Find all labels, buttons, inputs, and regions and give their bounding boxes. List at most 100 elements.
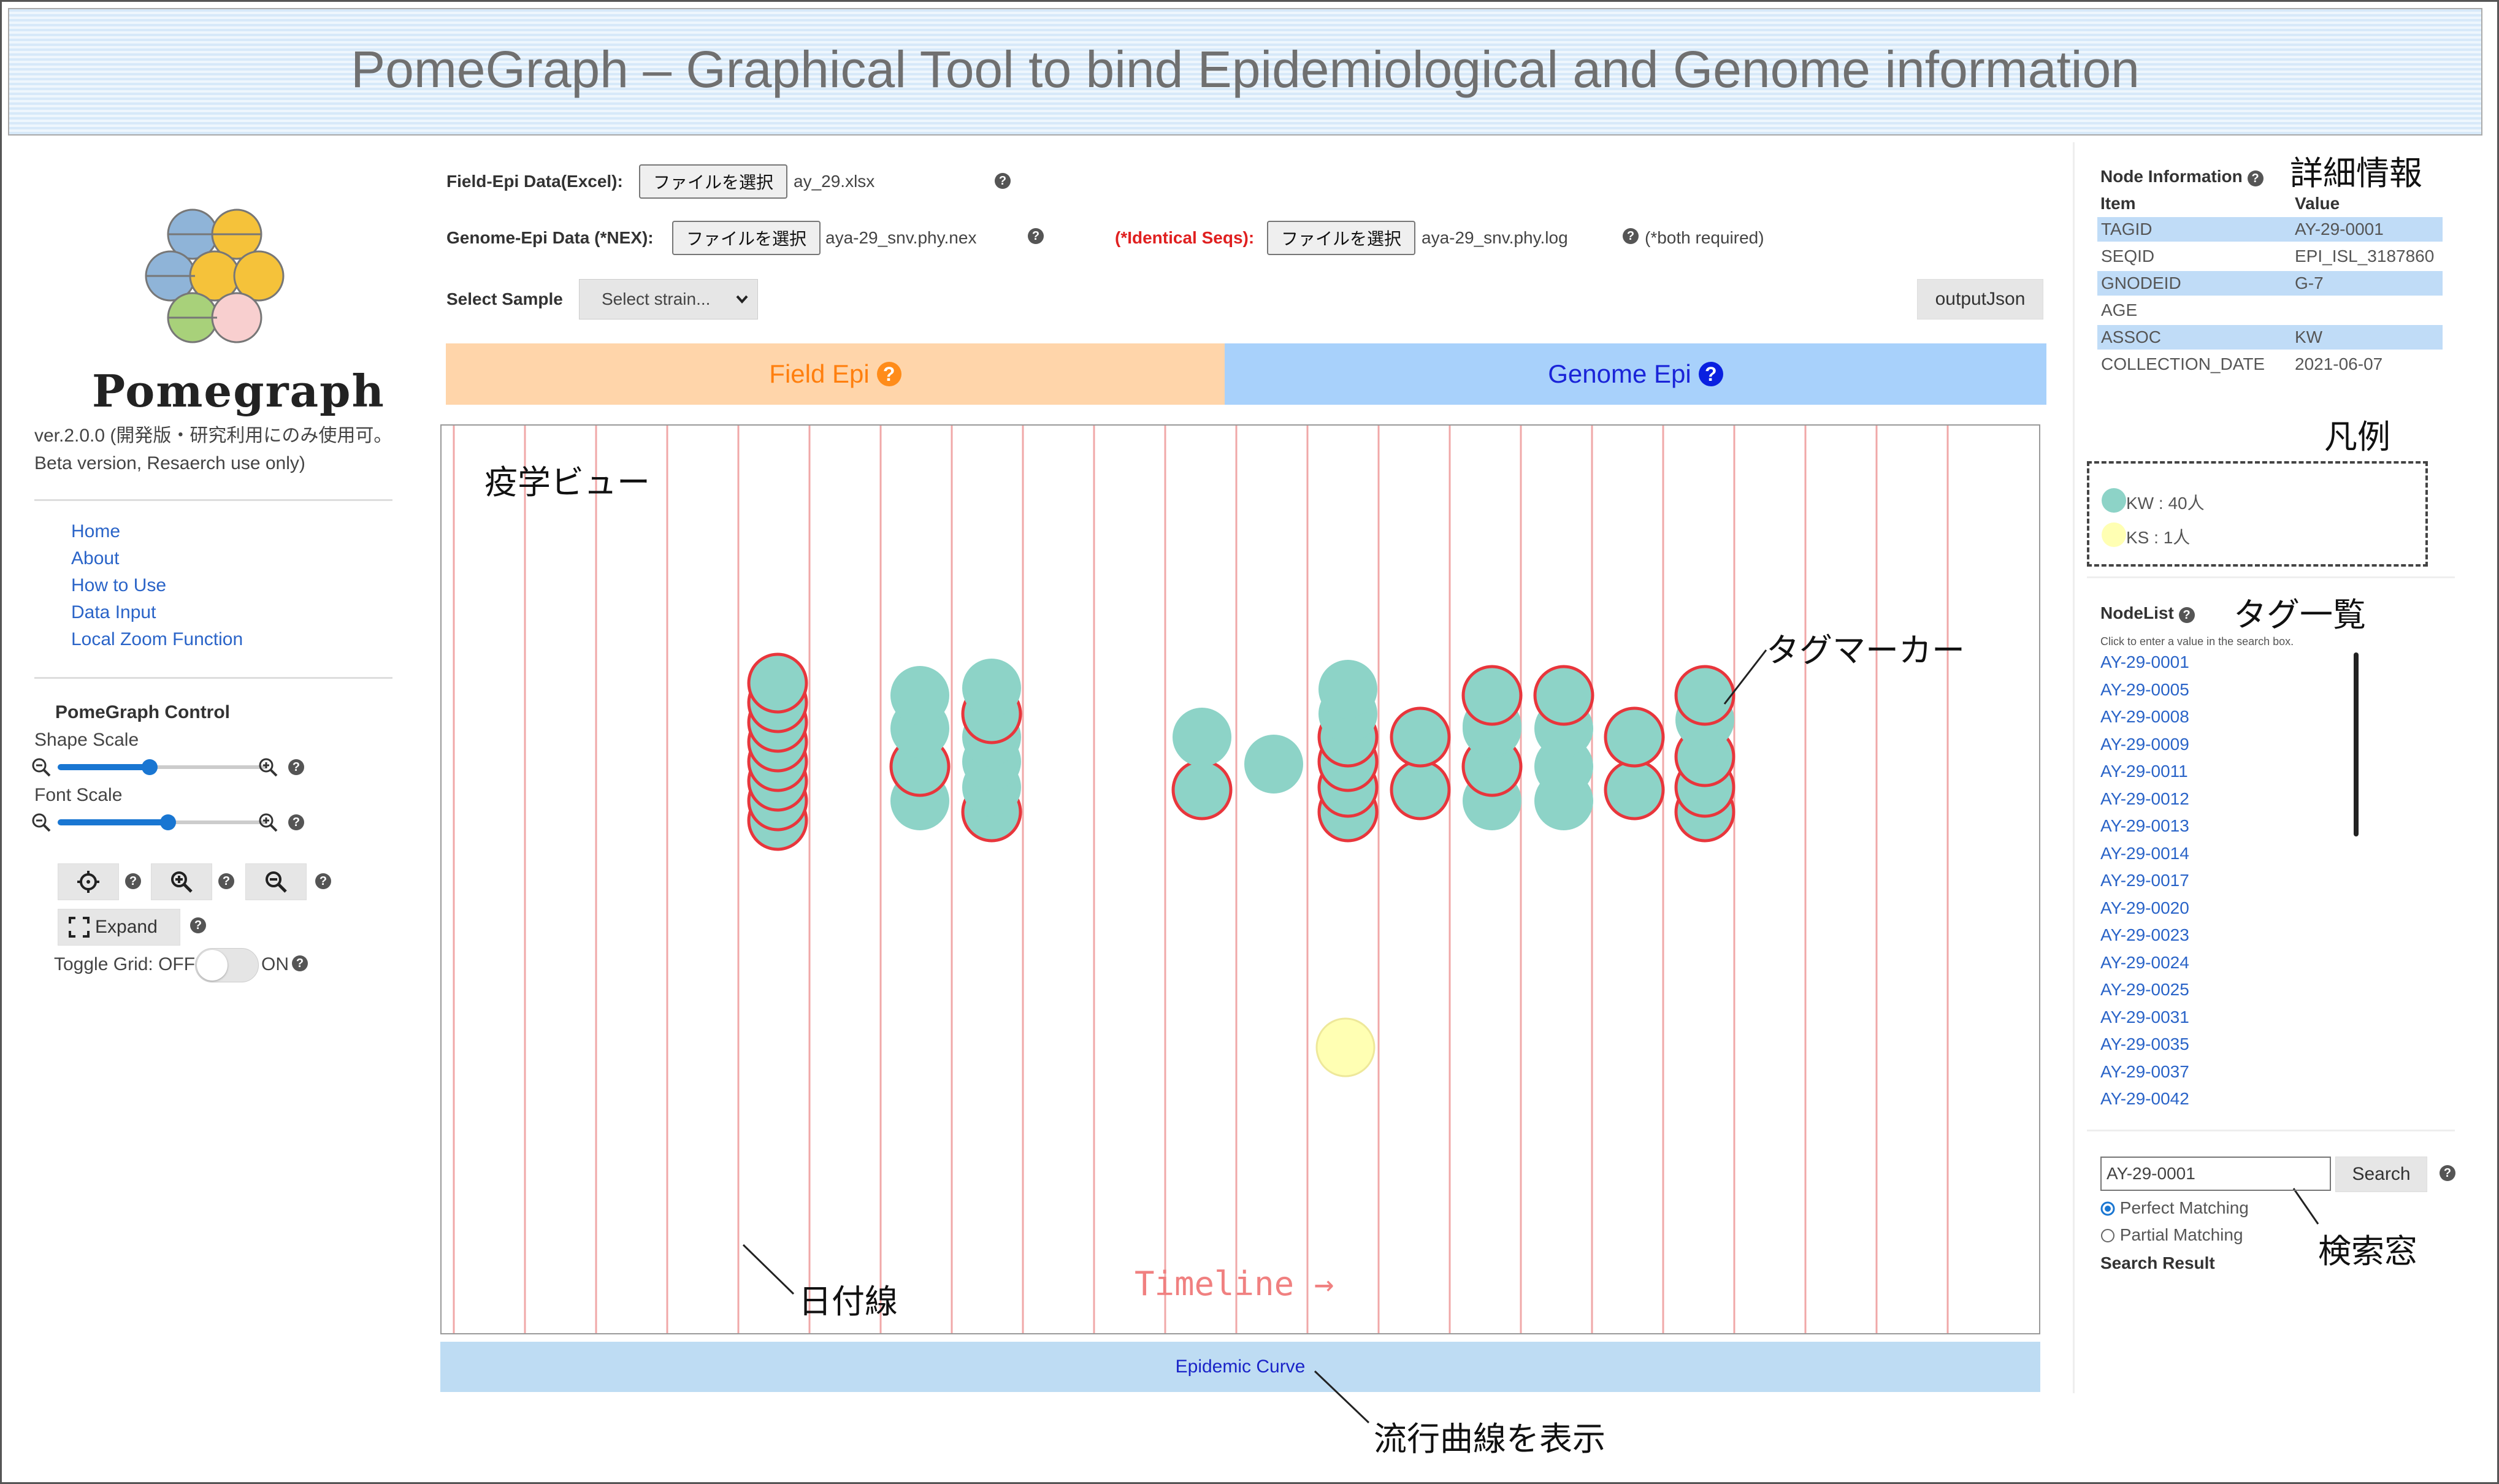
tag-marker[interactable] [962, 659, 1021, 717]
help-icon[interactable]: ? [2440, 1165, 2455, 1181]
tag-marker[interactable] [1533, 665, 1594, 726]
tag-marker[interactable] [1604, 759, 1665, 820]
node-list-item[interactable]: AY-29-0011 [2100, 762, 2188, 781]
node-info-row: ASSOC KW [2097, 325, 2443, 350]
radio-checked-icon[interactable] [2100, 1201, 2115, 1216]
nav-how-to-use[interactable]: How to Use [71, 575, 167, 595]
slider-fill [58, 764, 150, 770]
radio-unchecked-icon[interactable] [2100, 1228, 2115, 1243]
strain-select[interactable]: Select strain... [579, 279, 758, 319]
zoom-out-icon[interactable] [31, 812, 52, 833]
help-icon[interactable]: ? [288, 814, 304, 830]
node-list-title-text: NodeList [2100, 603, 2174, 622]
zoom-out-button[interactable] [245, 863, 307, 900]
help-icon[interactable]: ? [1698, 362, 1723, 386]
node-list-item[interactable]: AY-29-0014 [2100, 843, 2189, 863]
node-info-value: EPI_ISL_3187860 [2295, 247, 2435, 266]
search-button[interactable]: Search [2335, 1157, 2427, 1192]
node-list[interactable]: AY-29-0001 AY-29-0005 AY-29-0008 AY-29-0009… [2097, 652, 2367, 1112]
slider-knob[interactable] [160, 814, 176, 830]
center-button[interactable] [58, 863, 119, 900]
help-icon[interactable]: ? [876, 362, 901, 386]
help-icon[interactable]: ? [125, 873, 141, 889]
toggle-grid-row: Toggle Grid: OFF [54, 954, 195, 975]
expand-label: Expand [95, 917, 158, 937]
tag-marker[interactable] [747, 652, 808, 714]
node-list-item[interactable]: AY-29-0013 [2100, 816, 2189, 835]
tab-field-epi[interactable]: Field Epi ? [446, 343, 1225, 405]
help-icon[interactable]: ? [288, 759, 304, 775]
tag-marker[interactable] [1390, 706, 1451, 768]
help-icon[interactable]: ? [1623, 228, 1639, 244]
expand-button[interactable]: Expand [58, 909, 180, 946]
node-info-item: TAGID [2101, 220, 2153, 239]
tag-marker[interactable] [1171, 759, 1233, 820]
node-list-item[interactable]: AY-29-0008 [2100, 707, 2189, 726]
zoom-in-icon[interactable] [258, 812, 278, 833]
epi-graph[interactable] [442, 426, 2039, 1333]
node-list-item[interactable]: AY-29-0017 [2100, 871, 2189, 890]
node-info-row: COLLECTION_DATE 2021-06-07 [2097, 352, 2443, 377]
shape-scale-slider[interactable]: ? [31, 754, 313, 779]
perfect-matching-option[interactable]: Perfect Matching [2100, 1198, 2249, 1218]
genome-epi-file-button[interactable]: ファイルを選択 [672, 221, 821, 255]
node-list-item[interactable]: AY-29-0001 [2100, 652, 2189, 671]
tag-marker[interactable] [1315, 1017, 1376, 1077]
node-list-item[interactable]: AY-29-0035 [2100, 1035, 2189, 1054]
help-icon[interactable]: ? [995, 173, 1011, 189]
annotation-tag-list: タグ一覧 [2233, 595, 2366, 634]
grid-toggle-switch[interactable] [195, 948, 259, 982]
node-list-item[interactable]: AY-29-0037 [2100, 1061, 2189, 1081]
legend-swatch [2102, 488, 2126, 513]
help-icon[interactable]: ? [292, 955, 308, 971]
output-json-button[interactable]: outputJson [1917, 279, 2043, 319]
field-epi-file-name: ay_29.xlsx [794, 172, 875, 191]
nav-home[interactable]: Home [71, 521, 121, 541]
zoom-in-button[interactable] [151, 863, 212, 900]
tab-genome-epi[interactable]: Genome Epi ? [1225, 343, 2046, 405]
node-list-item[interactable]: AY-29-0020 [2100, 898, 2189, 917]
search-input[interactable]: AY-29-0001 [2100, 1157, 2331, 1191]
nav-about[interactable]: About [71, 548, 120, 568]
node-list-item[interactable]: AY-29-0009 [2100, 734, 2189, 754]
tag-marker[interactable] [1173, 708, 1231, 767]
node-list-item[interactable]: AY-29-0025 [2100, 980, 2189, 999]
divider [2087, 1130, 2455, 1131]
node-list-item[interactable]: AY-29-0024 [2100, 952, 2189, 972]
nav-data-input[interactable]: Data Input [71, 602, 156, 622]
tag-marker[interactable] [1461, 665, 1523, 726]
help-icon[interactable]: ? [218, 873, 234, 889]
tag-marker[interactable] [1674, 665, 1736, 726]
control-title: PomeGraph Control [55, 702, 231, 722]
slider-knob[interactable] [142, 759, 158, 775]
annotation-epi-view: 疫学ビュー [484, 463, 650, 502]
tag-marker[interactable] [1604, 706, 1665, 768]
annotation-legend: 凡例 [2324, 418, 2390, 456]
epidemic-curve-button[interactable]: Epidemic Curve [440, 1342, 2040, 1392]
tag-marker[interactable] [890, 666, 949, 725]
page-title: PomeGraph – Graphical Tool to bind Epide… [351, 40, 2140, 98]
node-list-item[interactable]: AY-29-0005 [2100, 679, 2189, 699]
node-list-item[interactable]: AY-29-0012 [2100, 789, 2189, 808]
tag-marker[interactable] [1390, 759, 1451, 820]
epi-view-canvas[interactable]: Timeline → [440, 424, 2040, 1334]
help-icon[interactable]: ? [315, 873, 331, 889]
help-icon[interactable]: ? [190, 917, 206, 933]
help-icon[interactable]: ? [1028, 228, 1044, 244]
tag-marker[interactable] [1318, 660, 1377, 719]
help-icon[interactable]: ? [2247, 170, 2264, 186]
tag-marker[interactable] [1244, 735, 1303, 794]
node-list-item[interactable]: AY-29-0023 [2100, 925, 2189, 944]
partial-matching-option[interactable]: Partial Matching [2100, 1225, 2243, 1245]
nav-local-zoom[interactable]: Local Zoom Function [71, 629, 243, 649]
node-list-item[interactable]: AY-29-0042 [2100, 1089, 2189, 1108]
font-scale-slider[interactable]: ? [31, 809, 313, 834]
field-epi-file-button[interactable]: ファイルを選択 [639, 164, 787, 199]
node-list-item[interactable]: AY-29-0031 [2100, 1007, 2189, 1027]
identical-seqs-file-button[interactable]: ファイルを選択 [1267, 221, 1415, 255]
toggle-knob [197, 950, 228, 981]
node-list-scrollbar[interactable] [2354, 652, 2359, 836]
help-icon[interactable]: ? [2178, 607, 2195, 623]
zoom-in-icon[interactable] [258, 757, 278, 778]
zoom-out-icon[interactable] [31, 757, 52, 778]
